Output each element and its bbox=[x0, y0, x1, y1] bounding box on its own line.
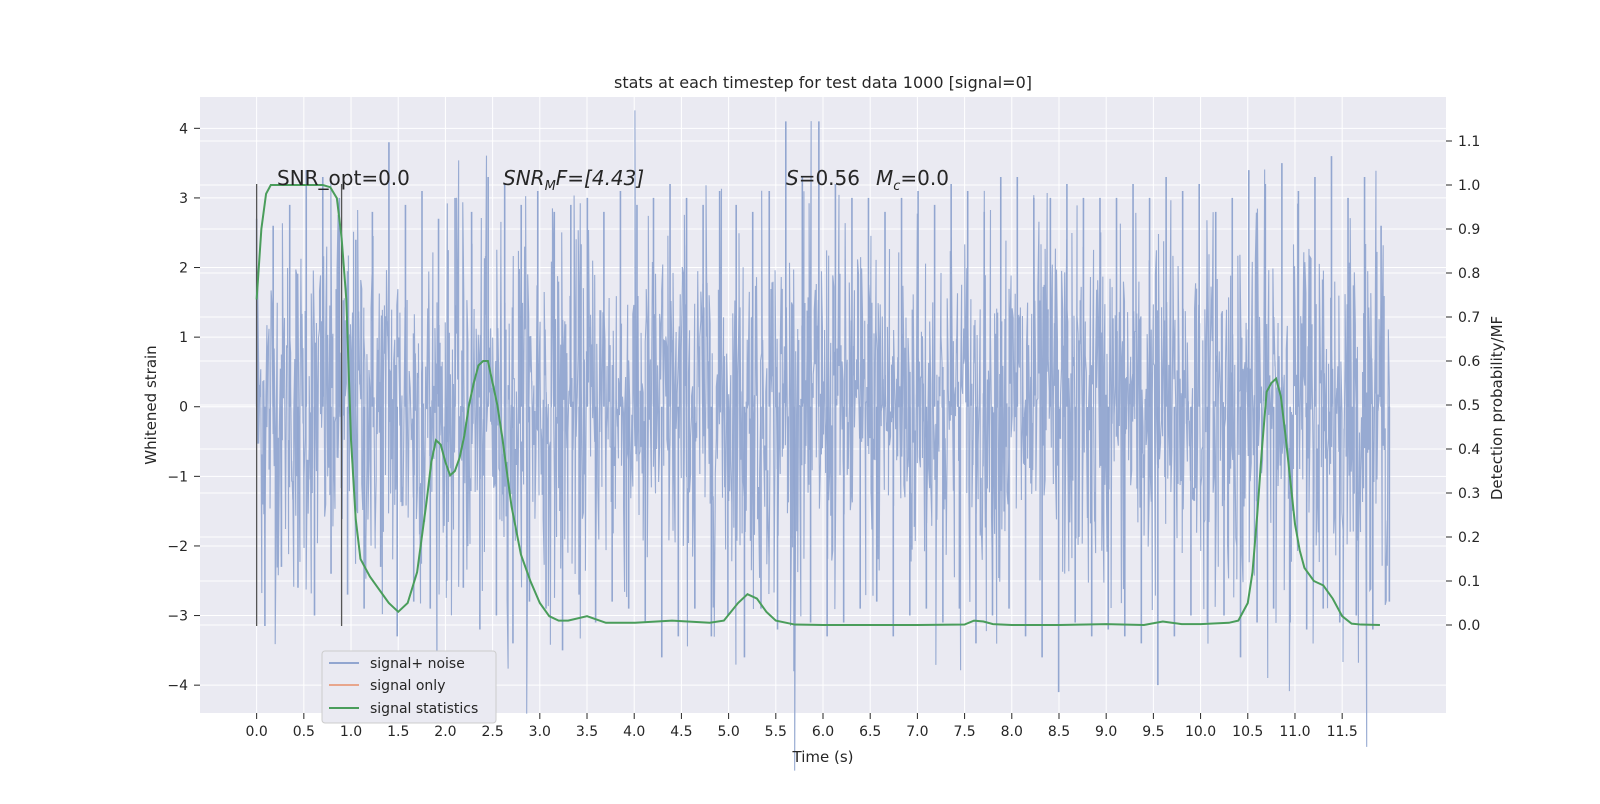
y-tick-label-right: 0.4 bbox=[1458, 442, 1480, 458]
series-signal-statistics bbox=[255, 184, 1380, 627]
x-tick-label: 9.0 bbox=[1095, 724, 1117, 740]
x-tick-label: 10.0 bbox=[1185, 724, 1216, 740]
x-tick-label: 10.5 bbox=[1232, 724, 1263, 740]
y-tick-label-left: −2 bbox=[167, 539, 188, 555]
y-tick-label-left: −1 bbox=[167, 469, 188, 485]
annotation-snr-opt: SNR_opt=0.0 bbox=[277, 166, 410, 190]
legend-box bbox=[321, 650, 497, 724]
noise-trace bbox=[256, 110, 1390, 771]
y-tick-label-right: 0.6 bbox=[1458, 354, 1480, 370]
series-signal-noise bbox=[255, 110, 1391, 771]
y-tick-label-right: 0.3 bbox=[1458, 486, 1480, 502]
y-tick-label-left: −4 bbox=[167, 678, 188, 694]
y-tick-label-left: 0 bbox=[179, 400, 188, 416]
x-tick-label: 9.5 bbox=[1142, 724, 1164, 740]
x-tick-label: 11.5 bbox=[1327, 724, 1358, 740]
y-tick-label-right: 0.9 bbox=[1458, 222, 1480, 238]
x-tick-label: 11.0 bbox=[1279, 724, 1310, 740]
x-tick-label: 0.0 bbox=[246, 724, 268, 740]
annotation-s-mc: S=0.56 Mc=0.0 bbox=[786, 166, 949, 194]
x-tick-label: 1.5 bbox=[387, 724, 409, 740]
y-tick-label-right: 1.0 bbox=[1458, 178, 1480, 194]
y-tick-label-right: 0.7 bbox=[1458, 310, 1480, 326]
x-tick-label: 4.0 bbox=[623, 724, 645, 740]
signal-statistics-line bbox=[255, 184, 1380, 627]
annotation-snr-mf: SNRMF=[4.43] bbox=[503, 166, 644, 194]
chart-title: stats at each timestep for test data 100… bbox=[614, 73, 1032, 92]
x-tick-label: 7.0 bbox=[906, 724, 928, 740]
y-tick-label-right: 0.2 bbox=[1458, 530, 1480, 546]
x-tick-label: 6.0 bbox=[812, 724, 834, 740]
y-axis-right-ticks: 0.0 0.1 0.2 0.3 0.4 0.5 0.6 0.7 0.8 0.9 1.0 1.1 bbox=[1446, 134, 1480, 634]
y-axis-right-label: Detection probability/MF bbox=[1488, 316, 1506, 500]
x-tick-label: 8.0 bbox=[1001, 724, 1023, 740]
vertical-markers bbox=[255, 184, 343, 626]
y-tick-label-left: 2 bbox=[179, 261, 188, 277]
y-axis-left-label: Whitened strain bbox=[142, 345, 160, 464]
y-tick-label-left: −3 bbox=[167, 609, 188, 625]
x-tick-label: 0.5 bbox=[293, 724, 315, 740]
x-axis-ticks: 0.0 0.5 1.0 1.5 2.0 2.5 3.0 3.5 4.0 4.5 5.0 5.5 6.0 6… bbox=[246, 713, 1358, 740]
legend-label-signal-statistics: signal statistics bbox=[370, 701, 478, 717]
legend: signal+ noise signal only signal statist… bbox=[321, 650, 497, 724]
y-tick-label-left: 3 bbox=[179, 191, 188, 207]
y-tick-label-right: 1.1 bbox=[1458, 134, 1480, 150]
x-axis-label: Time (s) bbox=[792, 748, 854, 766]
x-tick-label: 3.5 bbox=[576, 724, 598, 740]
x-tick-label: 4.5 bbox=[670, 724, 692, 740]
x-tick-label: 6.5 bbox=[859, 724, 881, 740]
y-tick-label-left: 4 bbox=[179, 121, 188, 137]
x-tick-label: 7.5 bbox=[953, 724, 975, 740]
x-tick-label: 2.0 bbox=[434, 724, 456, 740]
y-axis-left-ticks: −4 −3 −2 −1 0 1 2 3 4 bbox=[167, 121, 200, 694]
x-tick-label: 5.0 bbox=[717, 724, 739, 740]
y-tick-label-right: 0.0 bbox=[1458, 618, 1480, 634]
y-tick-label-right: 0.5 bbox=[1458, 398, 1480, 414]
x-tick-label: 5.5 bbox=[765, 724, 787, 740]
y-tick-label-right: 0.8 bbox=[1458, 266, 1480, 282]
y-tick-label-right: 0.1 bbox=[1458, 574, 1480, 590]
y-tick-label-left: 1 bbox=[179, 330, 188, 346]
x-tick-label: 1.0 bbox=[340, 724, 362, 740]
x-tick-label: 3.0 bbox=[529, 724, 551, 740]
x-tick-label: 8.5 bbox=[1048, 724, 1070, 740]
x-tick-label: 2.5 bbox=[481, 724, 503, 740]
legend-label-signal-noise: signal+ noise bbox=[370, 656, 465, 672]
legend-label-signal-only: signal only bbox=[370, 678, 445, 694]
